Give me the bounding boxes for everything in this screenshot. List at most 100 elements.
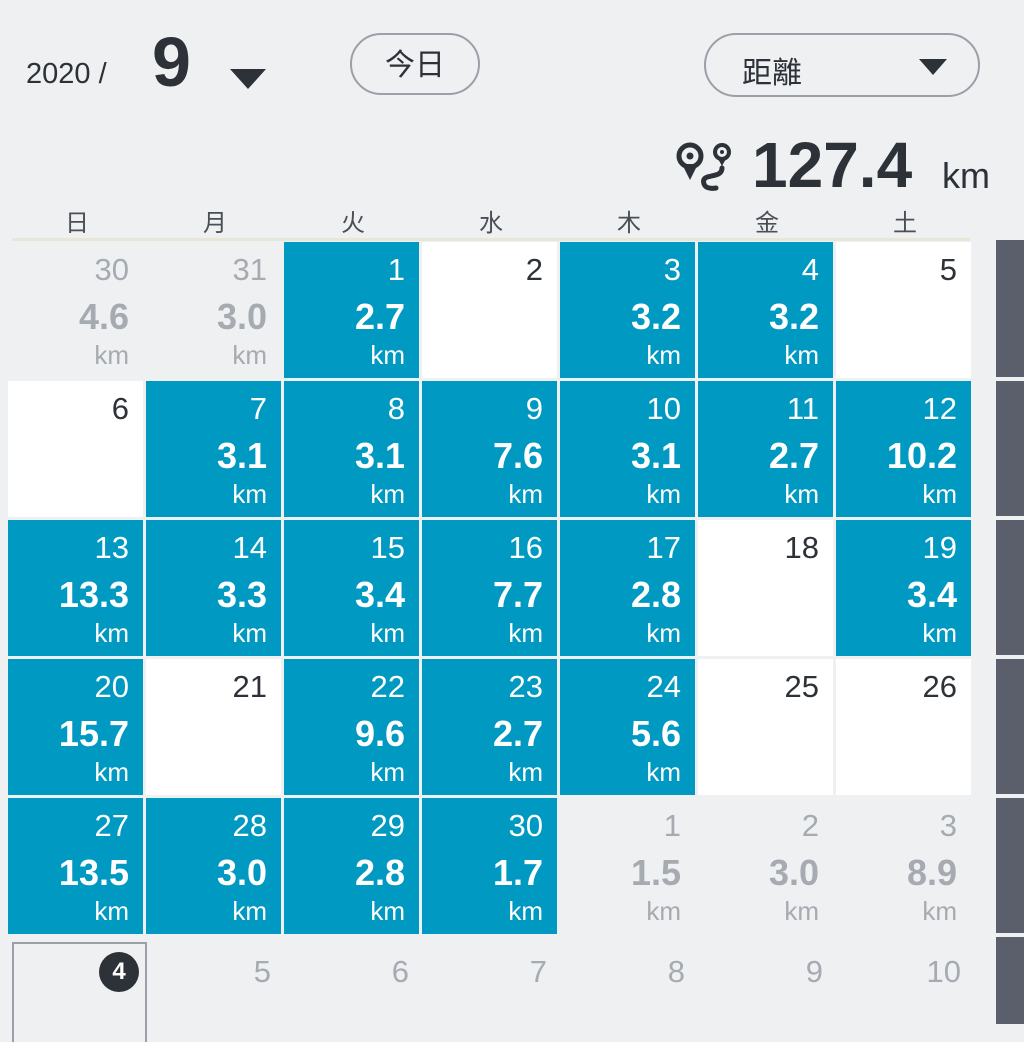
distance-unit: km	[508, 896, 543, 926]
calendar-day-cell[interactable]: 7	[426, 942, 561, 1042]
day-number: 3	[663, 252, 681, 287]
distance-unit: km	[232, 618, 267, 648]
distance-unit: km	[94, 618, 129, 648]
calendar-day-cell[interactable]: 2 3.0 km	[698, 798, 833, 934]
calendar-day-cell[interactable]: 15 3.4 km	[284, 520, 419, 656]
calendar-day-cell[interactable]: 31 3.0 km	[146, 242, 281, 378]
distance-value: 3.0	[216, 296, 267, 337]
scrollbar[interactable]	[996, 240, 1024, 1024]
calendar-day-cell[interactable]: 25	[698, 659, 833, 795]
distance-value: 3.1	[216, 435, 267, 476]
distance-value: 1.5	[630, 852, 681, 893]
calendar-day-cell[interactable]: 10	[840, 942, 975, 1042]
month-label[interactable]: 9	[152, 23, 191, 101]
distance-value: 7.6	[492, 435, 543, 476]
calendar-day-cell[interactable]: 8	[564, 942, 699, 1042]
calendar-day-cell[interactable]: 4 3.2 km	[698, 242, 833, 378]
calendar-day-cell[interactable]: 12 10.2 km	[836, 381, 971, 517]
day-number: 10	[926, 954, 961, 989]
today-button[interactable]: 今日	[350, 33, 480, 95]
calendar-day-cell[interactable]: 10 3.1 km	[560, 381, 695, 517]
distance-unit: km	[646, 479, 681, 509]
calendar-day-cell[interactable]: 5	[150, 942, 285, 1042]
day-number: 2	[525, 252, 543, 287]
day-number: 7	[249, 391, 267, 426]
total-distance-unit: km	[942, 155, 990, 196]
distance-value: 2.7	[492, 713, 543, 754]
day-number: 14	[232, 530, 267, 565]
calendar-day-cell[interactable]: 5	[836, 242, 971, 378]
distance-value: 3.2	[768, 296, 819, 337]
calendar-day-cell[interactable]: 8 3.1 km	[284, 381, 419, 517]
calendar-day-cell[interactable]: 1 2.7 km	[284, 242, 419, 378]
calendar-day-cell[interactable]: 11 2.7 km	[698, 381, 833, 517]
calendar-day-cell[interactable]: 16 7.7 km	[422, 520, 557, 656]
divider	[996, 794, 1024, 798]
day-number: 6	[391, 954, 409, 989]
day-number: 9	[805, 954, 823, 989]
day-number: 28	[232, 808, 267, 843]
metric-label: 距離	[742, 56, 802, 91]
calendar-grid: 30 4.6 km 31 3.0 km 1 2.7 km 2 3 3.2 km 4 3.2 km 5 6 7 3.1 k…	[0, 240, 1024, 1042]
day-number: 9	[525, 391, 543, 426]
distance-value: 8.9	[906, 852, 957, 893]
calendar-day-cell[interactable]: 3 8.9 km	[836, 798, 971, 934]
distance-unit: km	[94, 896, 129, 926]
calendar-day-cell[interactable]: 6	[8, 381, 143, 517]
metric-dropdown[interactable]: 距離	[704, 33, 980, 97]
calendar-day-cell[interactable]: 29 2.8 km	[284, 798, 419, 934]
calendar-day-cell[interactable]: 28 3.0 km	[146, 798, 281, 934]
day-number: 2	[801, 808, 819, 843]
distance-unit: km	[922, 896, 957, 926]
distance-unit: km	[784, 896, 819, 926]
calendar-day-cell[interactable]: 19 3.4 km	[836, 520, 971, 656]
caret-down-icon[interactable]	[228, 66, 268, 92]
calendar-day-cell[interactable]: 30 1.7 km	[422, 798, 557, 934]
day-number: 13	[94, 530, 129, 565]
calendar-day-cell[interactable]: 13 13.3 km	[8, 520, 143, 656]
distance-unit: km	[922, 618, 957, 648]
day-number: 21	[232, 669, 267, 704]
calendar-day-cell[interactable]: 6	[288, 942, 423, 1042]
distance-unit: km	[94, 340, 129, 370]
calendar-day-cell[interactable]: 27 13.5 km	[8, 798, 143, 934]
distance-unit: km	[646, 896, 681, 926]
weekday-header: 日 月 火 水 木 金 土	[8, 203, 976, 237]
distance-value: 3.4	[906, 574, 957, 615]
calendar-day-cell[interactable]: 23 2.7 km	[422, 659, 557, 795]
distance-value: 7.7	[492, 574, 543, 615]
calendar-day-cell[interactable]: 9	[702, 942, 837, 1042]
distance-unit: km	[784, 479, 819, 509]
day-number: 31	[232, 252, 267, 287]
day-number: 3	[939, 808, 957, 843]
calendar-day-cell[interactable]: 20 15.7 km	[8, 659, 143, 795]
calendar-day-cell[interactable]: 24 5.6 km	[560, 659, 695, 795]
distance-unit: km	[232, 479, 267, 509]
day-number: 11	[786, 391, 819, 426]
today-cell[interactable]: 4	[12, 942, 147, 1042]
calendar-day-cell[interactable]: 17 2.8 km	[560, 520, 695, 656]
divider	[12, 238, 970, 241]
divider	[996, 377, 1024, 381]
distance-value: 2.8	[354, 852, 405, 893]
calendar-day-cell[interactable]: 18	[698, 520, 833, 656]
day-number: 30	[94, 252, 129, 287]
calendar-day-cell[interactable]: 9 7.6 km	[422, 381, 557, 517]
distance-value: 15.7	[58, 713, 129, 754]
calendar-day-cell[interactable]: 2	[422, 242, 557, 378]
calendar-day-cell[interactable]: 21	[146, 659, 281, 795]
day-number: 10	[646, 391, 681, 426]
distance-value: 3.4	[354, 574, 405, 615]
day-number: 16	[508, 530, 543, 565]
calendar-day-cell[interactable]: 30 4.6 km	[8, 242, 143, 378]
calendar-day-cell[interactable]: 1 1.5 km	[560, 798, 695, 934]
calendar-day-cell[interactable]: 3 3.2 km	[560, 242, 695, 378]
day-number: 6	[111, 391, 129, 426]
day-number: 24	[646, 669, 681, 704]
calendar-day-cell[interactable]: 22 9.6 km	[284, 659, 419, 795]
calendar-day-cell[interactable]: 14 3.3 km	[146, 520, 281, 656]
calendar-day-cell[interactable]: 7 3.1 km	[146, 381, 281, 517]
day-number: 20	[94, 669, 129, 704]
calendar-day-cell[interactable]: 26	[836, 659, 971, 795]
distance-unit: km	[94, 757, 129, 787]
